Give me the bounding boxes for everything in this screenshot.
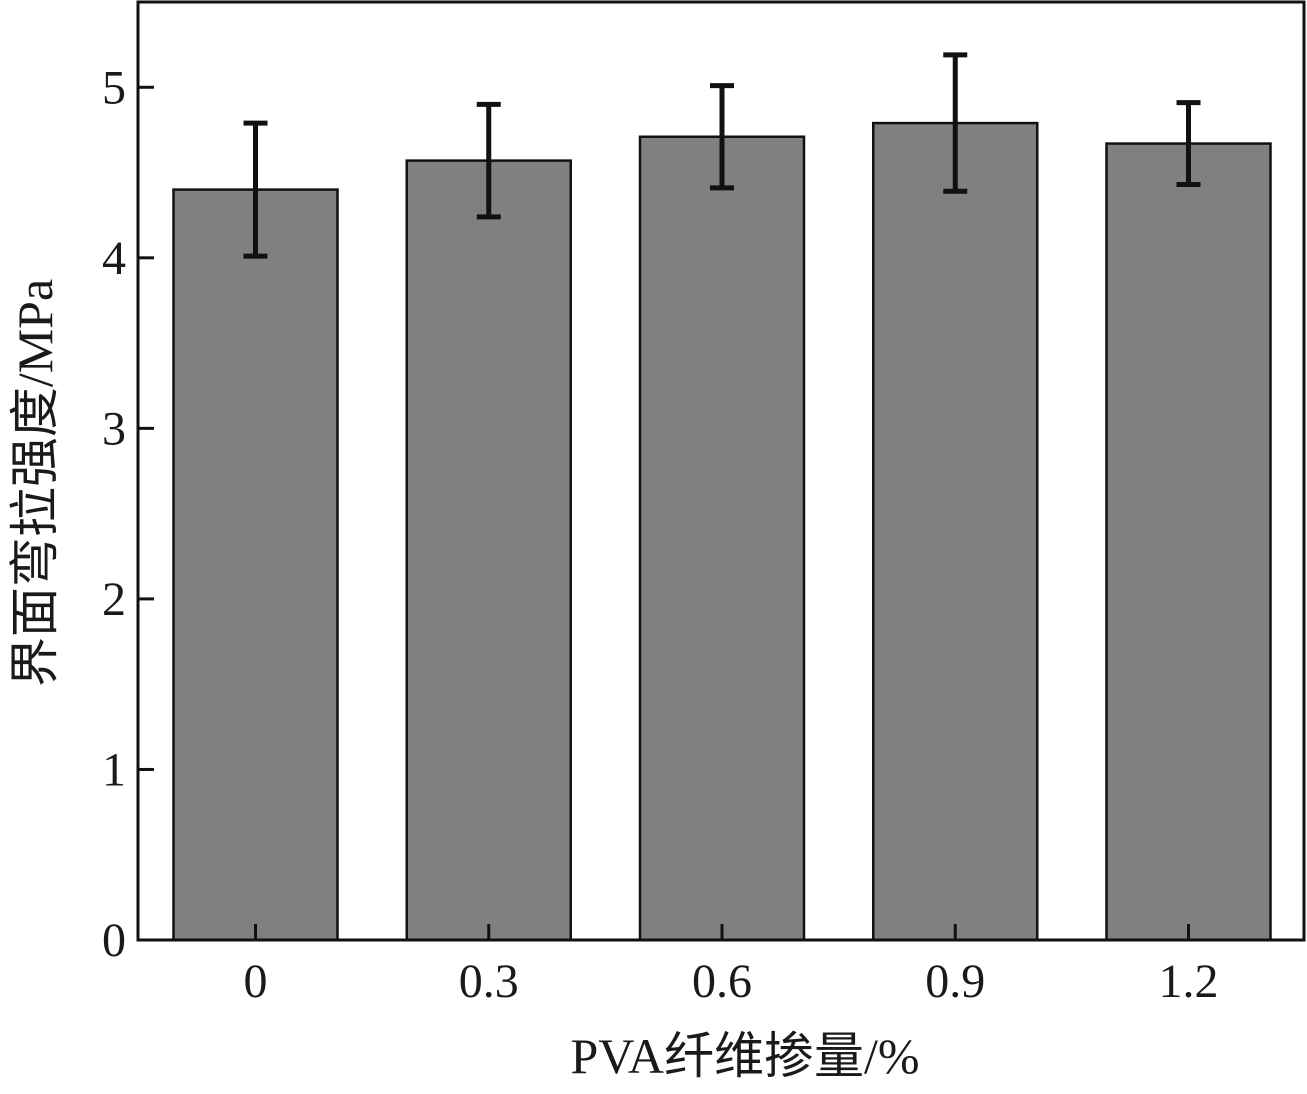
x-tick-label: 0.9 <box>925 955 985 1008</box>
x-tick-label: 1.2 <box>1159 955 1219 1008</box>
error-bar-0.9 <box>943 52 968 194</box>
bar-0.9 <box>872 121 1039 942</box>
y-tick-label: 0 <box>102 914 126 967</box>
y-tick-label: 5 <box>102 61 126 114</box>
x-tick-label: 0.6 <box>692 955 752 1008</box>
y-tick-label: 2 <box>102 573 126 626</box>
y-axis: 0 1 2 3 4 5 <box>102 61 154 967</box>
y-tick-label: 1 <box>102 743 126 796</box>
error-bar-0.6 <box>710 83 734 191</box>
y-tick-label: 3 <box>102 402 126 455</box>
error-bar-0.3 <box>476 101 501 220</box>
x-tick-label: 0.3 <box>459 955 519 1008</box>
x-tick-label: 0 <box>244 955 268 1008</box>
error-bar-0 <box>243 120 268 259</box>
x-axis-title: PVA纤维掺量/% <box>570 1028 919 1084</box>
bar-1.2 <box>1105 142 1272 942</box>
error-bars-layer <box>243 52 1201 259</box>
error-bar-1.2 <box>1176 100 1201 187</box>
bar-0 <box>172 188 339 942</box>
bars-layer <box>172 121 1272 942</box>
y-axis-title: 界面弯拉强度/MPa <box>7 279 63 687</box>
y-tick-label: 4 <box>102 232 126 285</box>
bar-0.6 <box>638 135 806 942</box>
x-axis: 0 0.3 0.6 0.9 1.2 <box>244 924 1219 1008</box>
bar-0.3 <box>405 159 572 942</box>
